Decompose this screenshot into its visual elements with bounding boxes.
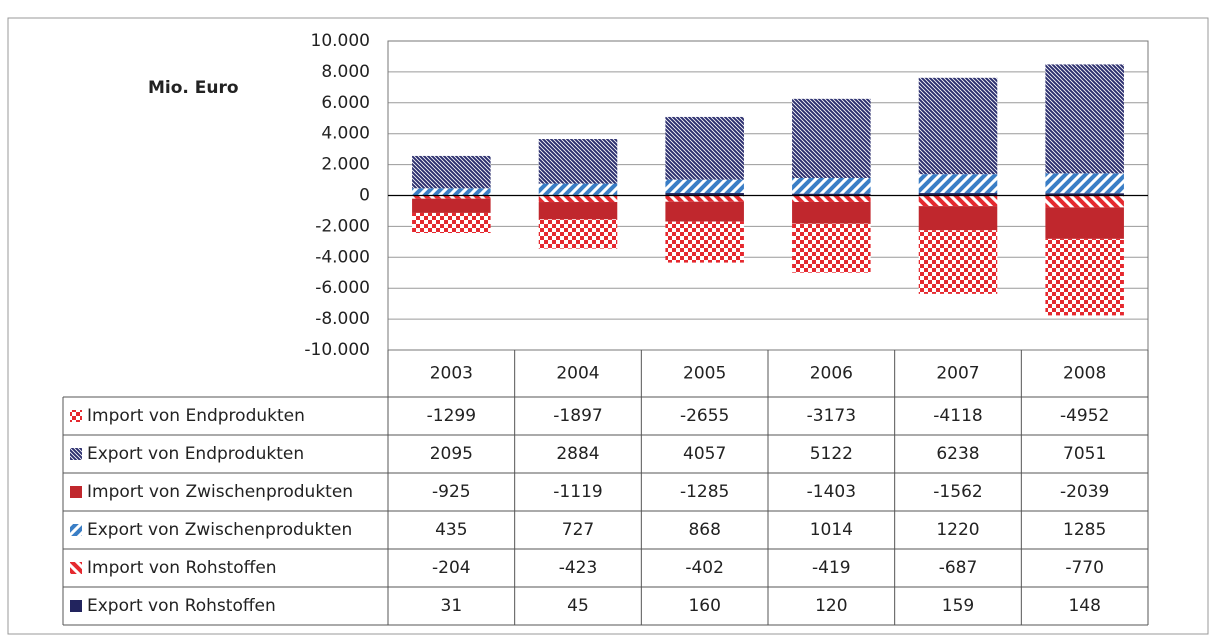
y-tick-label: 0 <box>359 186 370 206</box>
x-tick-label: 2008 <box>1063 364 1106 384</box>
table-value: 148 <box>1068 596 1100 616</box>
y-tick-label: 8.000 <box>321 62 370 82</box>
legend-label: Import von Endprodukten <box>87 406 305 426</box>
legend-label: Import von Rohstoffen <box>87 558 277 578</box>
legend-swatch <box>70 524 82 536</box>
table-value: -2655 <box>680 406 729 426</box>
table-value: -1897 <box>553 406 602 426</box>
legend-swatch <box>70 448 82 460</box>
bar <box>919 196 998 207</box>
legend-swatch <box>70 562 82 574</box>
bar <box>665 202 744 222</box>
table-value: -419 <box>812 558 851 578</box>
table-value: 727 <box>562 520 594 540</box>
bar <box>412 213 491 233</box>
bar <box>792 224 871 273</box>
bar <box>792 178 871 194</box>
table-value: 5122 <box>810 444 853 464</box>
table-value: -1285 <box>680 482 729 502</box>
bar <box>412 199 491 213</box>
table-value: -770 <box>1065 558 1104 578</box>
table-value: -423 <box>559 558 598 578</box>
y-axis-label: Mio. Euro <box>148 78 239 98</box>
legend-swatch <box>70 486 82 498</box>
legend-label: Export von Rohstoffen <box>87 596 276 616</box>
bar <box>539 184 618 195</box>
table-value: 4057 <box>683 444 726 464</box>
y-tick-label: -4.000 <box>315 247 370 267</box>
x-tick-label: 2005 <box>683 364 726 384</box>
bar <box>919 174 998 193</box>
y-tick-label: 2.000 <box>321 155 370 175</box>
bar <box>919 78 998 174</box>
table-value: -925 <box>432 482 471 502</box>
table-value: 160 <box>688 596 720 616</box>
table-value: -1403 <box>807 482 856 502</box>
table-value: 45 <box>567 596 589 616</box>
bar <box>792 99 871 178</box>
legend-label: Import von Zwischenprodukten <box>87 482 353 502</box>
table-value: 2095 <box>430 444 473 464</box>
table-value: 31 <box>441 596 463 616</box>
bar <box>919 230 998 294</box>
table-value: 6238 <box>936 444 979 464</box>
y-tick-label: 10.000 <box>311 31 370 51</box>
table-value: -1299 <box>427 406 476 426</box>
x-tick-label: 2003 <box>430 364 473 384</box>
table-value: -1562 <box>933 482 982 502</box>
table-value: 435 <box>435 520 467 540</box>
x-tick-label: 2004 <box>556 364 599 384</box>
bar <box>665 117 744 180</box>
table-value: 2884 <box>556 444 599 464</box>
bar <box>1045 239 1124 316</box>
table-value: -1119 <box>553 482 602 502</box>
bar <box>792 202 871 224</box>
y-tick-label: -10.000 <box>304 340 370 360</box>
bar <box>919 206 998 230</box>
table-value: 159 <box>942 596 974 616</box>
legend-swatch <box>70 410 82 422</box>
bar <box>792 196 871 202</box>
bar <box>539 139 618 184</box>
table-value: -402 <box>685 558 724 578</box>
y-tick-label: -2.000 <box>315 216 370 236</box>
bar <box>1045 196 1124 208</box>
table-value: 7051 <box>1063 444 1106 464</box>
frame <box>8 18 1208 634</box>
x-tick-label: 2006 <box>810 364 853 384</box>
table-value: -4952 <box>1060 406 1109 426</box>
x-tick-label: 2007 <box>936 364 979 384</box>
bar <box>1045 207 1124 239</box>
table-value: -687 <box>939 558 978 578</box>
bar <box>539 219 618 248</box>
y-tick-label: -6.000 <box>315 278 370 298</box>
bar <box>412 156 491 188</box>
bar <box>1045 64 1124 173</box>
y-tick-label: 6.000 <box>321 93 370 113</box>
bar <box>412 188 491 195</box>
bar <box>539 196 618 203</box>
bar <box>665 180 744 193</box>
table-value: -4118 <box>933 406 982 426</box>
bar <box>1045 173 1124 193</box>
legend-swatch <box>70 600 82 612</box>
bar <box>665 196 744 202</box>
legend-label: Export von Zwischenprodukten <box>87 520 352 540</box>
table-value: -2039 <box>1060 482 1109 502</box>
table-value: -204 <box>432 558 471 578</box>
bar <box>539 202 618 219</box>
table-value: 1220 <box>936 520 979 540</box>
table-value: 1285 <box>1063 520 1106 540</box>
y-tick-label: -8.000 <box>315 309 370 329</box>
table-value: 868 <box>688 520 720 540</box>
bar <box>665 222 744 263</box>
table-value: 120 <box>815 596 847 616</box>
legend-label: Export von Endprodukten <box>87 444 304 464</box>
table-value: 1014 <box>810 520 853 540</box>
y-tick-label: 4.000 <box>321 124 370 144</box>
table-value: -3173 <box>807 406 856 426</box>
